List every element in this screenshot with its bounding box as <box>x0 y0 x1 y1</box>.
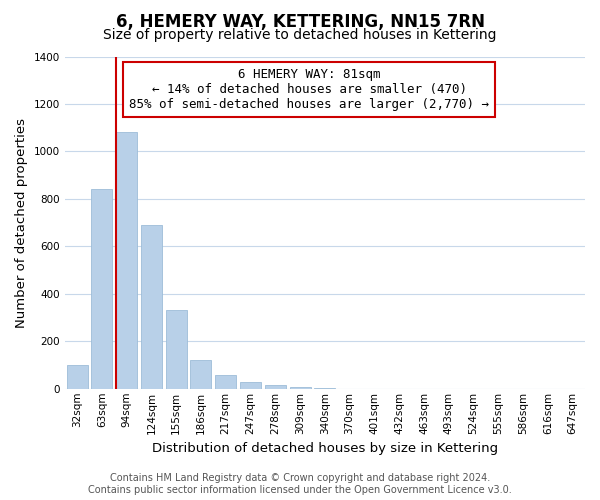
Bar <box>215 374 236 389</box>
Bar <box>141 225 162 389</box>
Text: 6, HEMERY WAY, KETTERING, NN15 7RN: 6, HEMERY WAY, KETTERING, NN15 7RN <box>115 12 485 30</box>
Bar <box>166 310 187 389</box>
Bar <box>314 388 335 389</box>
Bar <box>190 360 211 389</box>
Bar <box>265 385 286 389</box>
Text: Contains HM Land Registry data © Crown copyright and database right 2024.
Contai: Contains HM Land Registry data © Crown c… <box>88 474 512 495</box>
X-axis label: Distribution of detached houses by size in Kettering: Distribution of detached houses by size … <box>152 442 498 455</box>
Bar <box>240 382 261 389</box>
Y-axis label: Number of detached properties: Number of detached properties <box>15 118 28 328</box>
Text: Size of property relative to detached houses in Kettering: Size of property relative to detached ho… <box>103 28 497 42</box>
Bar <box>290 387 311 389</box>
Text: 6 HEMERY WAY: 81sqm
← 14% of detached houses are smaller (470)
85% of semi-detac: 6 HEMERY WAY: 81sqm ← 14% of detached ho… <box>129 68 489 111</box>
Bar <box>116 132 137 389</box>
Bar <box>67 365 88 389</box>
Bar <box>91 190 112 389</box>
